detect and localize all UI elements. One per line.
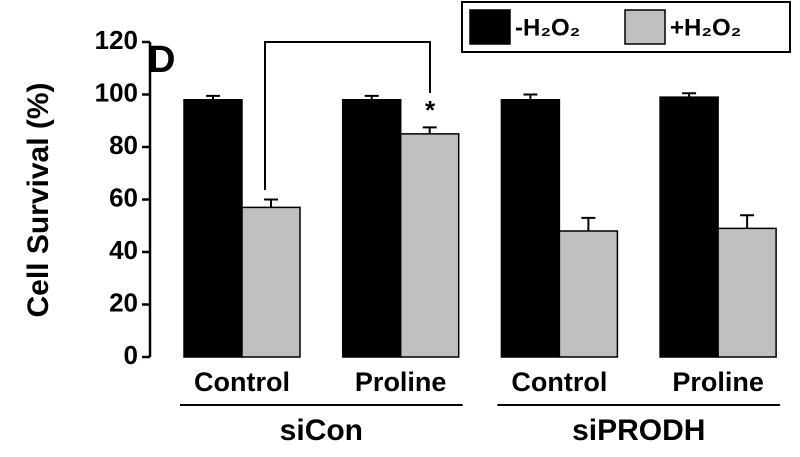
y-tick-label: 40: [109, 235, 138, 265]
y-axis-label: Cell Survival (%): [22, 82, 55, 317]
bar: [399, 133, 460, 358]
error-bar: [682, 92, 697, 98]
error-bar: [740, 214, 755, 229]
legend-swatch: [469, 9, 511, 45]
legend-label: +H₂O₂: [670, 14, 741, 41]
x-tick-label: Proline: [355, 367, 447, 397]
y-tick-label: 0: [124, 340, 138, 370]
panel-label: D: [148, 39, 175, 81]
x-tick-label: Control: [511, 367, 607, 397]
legend-swatch: [624, 9, 666, 45]
bar: [341, 99, 402, 358]
bar: [500, 99, 561, 358]
bar: [659, 96, 719, 358]
error-bar: [206, 94, 220, 100]
y-tick-label: 120: [95, 25, 138, 55]
bar: [183, 99, 243, 358]
error-bar: [523, 93, 538, 100]
x-tick-label: Control: [194, 367, 290, 397]
bar: [241, 206, 301, 358]
error-bar: [364, 94, 379, 100]
legend-label: -H₂O₂: [515, 14, 580, 41]
group-label: siCon: [280, 414, 363, 447]
x-tick-label: Proline: [672, 367, 764, 397]
annotation: *: [425, 95, 436, 125]
y-tick-label: 20: [109, 287, 138, 317]
y-tick-label: 100: [95, 77, 138, 107]
group-label: siPRODH: [572, 414, 705, 447]
y-tick-label: 80: [109, 130, 138, 160]
error-bar: [581, 216, 596, 231]
y-tick-label: 60: [109, 182, 138, 212]
error-bar: [422, 126, 437, 134]
error-bar: [264, 198, 278, 208]
significance-bracket: [264, 41, 431, 190]
bar: [717, 227, 777, 358]
bar: [558, 230, 619, 358]
